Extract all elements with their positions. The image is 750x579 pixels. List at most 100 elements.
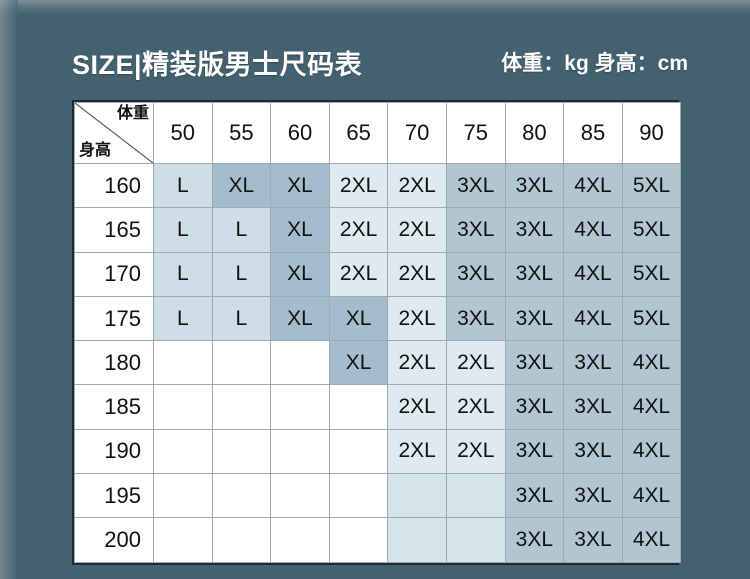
weight-header-60: 60 (270, 102, 330, 164)
size-cell-200-80: 3XL (504, 517, 565, 563)
size-cell-195-55 (211, 473, 272, 519)
size-cell-190-60 (270, 428, 330, 475)
size-cell-165-75: 3XL (445, 207, 506, 253)
size-cell-180-85: 3XL (563, 340, 623, 386)
size-cell-165-65: 2XL (328, 207, 389, 253)
corner-height-label: 身高 (79, 142, 112, 159)
size-cell-185-60 (270, 384, 330, 430)
size-cell-160-65: 2XL (328, 162, 389, 209)
size-cell-165-55: L (211, 207, 272, 253)
weight-header-80: 80 (504, 102, 565, 164)
size-cell-160-50: L (153, 162, 213, 209)
size-cell-185-65 (328, 384, 389, 430)
size-cell-200-70 (387, 517, 447, 563)
size-cell-180-80: 3XL (504, 340, 565, 386)
size-cell-200-60 (270, 517, 330, 563)
size-cell-175-55: L (211, 295, 272, 342)
size-cell-190-50 (153, 428, 213, 475)
size-cell-190-70: 2XL (387, 428, 447, 475)
size-cell-160-70: 2XL (387, 162, 447, 209)
units-legend: 体重：kg 身高：cm (501, 52, 688, 75)
size-cell-160-60: XL (270, 162, 330, 209)
size-cell-185-80: 3XL (504, 384, 565, 430)
size-cell-170-90: 5XL (621, 251, 682, 297)
size-cell-160-80: 3XL (504, 162, 565, 209)
size-cell-190-55 (211, 428, 272, 475)
size-cell-160-85: 4XL (563, 162, 623, 209)
table-body: 160 L XL XL 2XL 2XL 3XL 3XL 4XL 5XL 165 L L XL 2XL 2XL 3… (74, 162, 682, 563)
size-cell-200-75 (445, 517, 506, 563)
size-cell-190-85: 3XL (563, 428, 623, 475)
size-cell-185-85: 3XL (563, 384, 623, 430)
size-cell-200-65 (328, 517, 389, 563)
table-row: 200 3XL 3XL 4XL (74, 517, 682, 563)
height-label-200: 200 (74, 517, 154, 563)
height-label-160: 160 (74, 162, 154, 209)
size-cell-190-65 (328, 428, 389, 475)
weight-header-85: 85 (563, 102, 623, 164)
size-cell-200-85: 3XL (563, 517, 623, 563)
size-cell-190-90: 4XL (621, 428, 682, 475)
title-row: SIZE|精装版男士尺码表 体重：kg 身高：cm (72, 40, 692, 84)
size-cell-165-90: 5XL (621, 207, 682, 253)
height-label-170: 170 (74, 251, 154, 297)
size-cell-175-65: XL (328, 295, 389, 342)
size-cell-180-65: XL (328, 340, 389, 386)
left-edge-gradient (0, 0, 18, 579)
table-row: 190 2XL 2XL 3XL 3XL 4XL (74, 428, 682, 475)
size-cell-195-85: 3XL (563, 473, 623, 519)
size-cell-190-75: 2XL (445, 428, 506, 475)
size-cell-175-70: 2XL (387, 295, 447, 342)
size-cell-180-55 (211, 340, 272, 386)
weight-header-90: 90 (621, 102, 682, 164)
size-cell-195-70 (387, 473, 447, 519)
size-cell-165-70: 2XL (387, 207, 447, 253)
table-row: 185 2XL 2XL 3XL 3XL 4XL (74, 384, 682, 430)
weight-header-55: 55 (211, 102, 272, 164)
size-cell-190-80: 3XL (504, 428, 565, 475)
size-cell-185-70: 2XL (387, 384, 447, 430)
table-row: 195 3XL 3XL 4XL (74, 473, 682, 519)
page-title: SIZE|精装版男士尺码表 (72, 49, 363, 80)
size-cell-180-90: 4XL (621, 340, 682, 386)
size-cell-175-85: 4XL (563, 295, 623, 342)
size-cell-195-90: 4XL (621, 473, 682, 519)
table-row: 165 L L XL 2XL 2XL 3XL 3XL 4XL 5XL (74, 207, 682, 253)
size-cell-195-60 (270, 473, 330, 519)
size-cell-195-65 (328, 473, 389, 519)
table-row: 160 L XL XL 2XL 2XL 3XL 3XL 4XL 5XL (74, 162, 682, 209)
size-cell-165-80: 3XL (504, 207, 565, 253)
weight-header-50: 50 (153, 102, 213, 164)
table-row: 170 L L XL 2XL 2XL 3XL 3XL 4XL 5XL (74, 251, 682, 297)
header-row: 体重 身高 50 55 60 65 70 75 80 85 90 (74, 102, 682, 164)
corner-weight-label: 体重 (116, 105, 149, 122)
size-cell-170-50: L (153, 251, 213, 297)
height-label-175: 175 (74, 295, 154, 342)
size-cell-170-85: 4XL (563, 251, 623, 297)
corner-cell: 体重 身高 (74, 102, 154, 164)
size-cell-160-55: XL (211, 162, 272, 209)
size-cell-185-75: 2XL (445, 384, 506, 430)
weight-header-65: 65 (328, 102, 389, 164)
size-cell-170-60: XL (270, 251, 330, 297)
size-cell-170-70: 2XL (387, 251, 447, 297)
size-cell-185-90: 4XL (621, 384, 682, 430)
size-cell-180-60 (270, 340, 330, 386)
size-cell-195-50 (153, 473, 213, 519)
size-cell-195-80: 3XL (504, 473, 565, 519)
size-cell-175-75: 3XL (445, 295, 506, 342)
size-cell-175-60: XL (270, 295, 330, 342)
size-cell-175-50: L (153, 295, 213, 342)
size-cell-180-70: 2XL (387, 340, 447, 386)
size-cell-170-75: 3XL (445, 251, 506, 297)
size-table: 体重 身高 50 55 60 65 70 75 80 85 90 160 L XL X… (74, 102, 682, 563)
weight-header-75: 75 (445, 102, 506, 164)
size-table-container: 体重 身高 50 55 60 65 70 75 80 85 90 160 L XL X… (72, 100, 682, 565)
size-cell-175-80: 3XL (504, 295, 565, 342)
top-edge-gradient (0, 0, 750, 14)
size-cell-175-90: 5XL (621, 295, 682, 342)
size-cell-185-55 (211, 384, 272, 430)
size-cell-185-50 (153, 384, 213, 430)
size-cell-170-65: 2XL (328, 251, 389, 297)
